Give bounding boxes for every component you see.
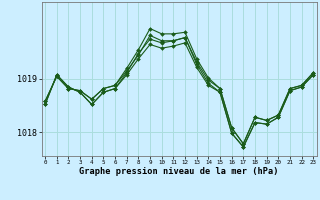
X-axis label: Graphe pression niveau de la mer (hPa): Graphe pression niveau de la mer (hPa) (79, 167, 279, 176)
